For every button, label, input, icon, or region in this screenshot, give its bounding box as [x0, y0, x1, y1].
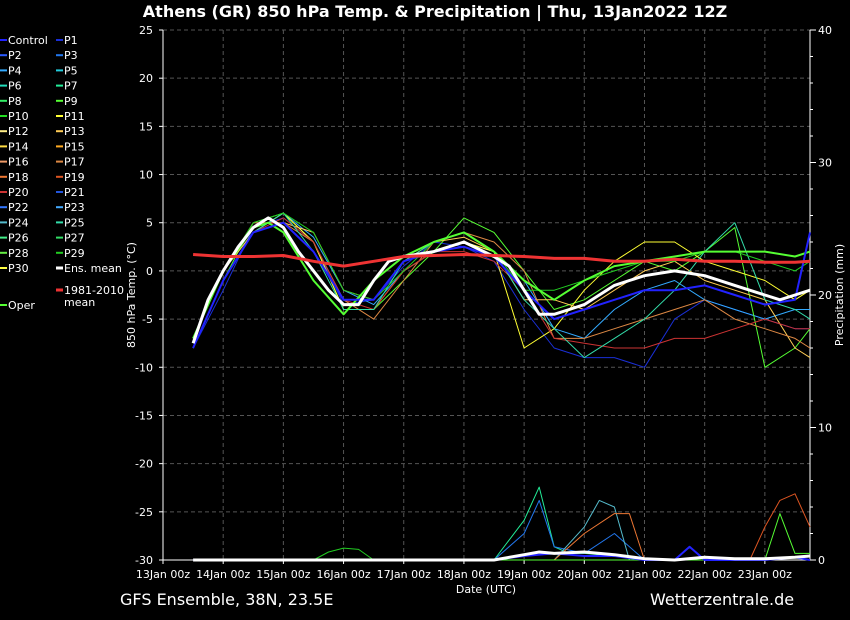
- legend-label: P1: [64, 34, 78, 47]
- legend-label: Control: [8, 34, 48, 47]
- legend-label: P7: [64, 80, 78, 93]
- y-tick-label: -15: [135, 409, 153, 422]
- legend-label: P5: [64, 64, 78, 77]
- legend-label: P24: [8, 216, 29, 229]
- y-tick-label: 0: [146, 265, 153, 278]
- legend-label: P12: [8, 125, 29, 138]
- legend-label: P28: [8, 247, 29, 260]
- y-tick-label: 20: [139, 72, 153, 85]
- x-tick-label: 23Jan 00z: [738, 568, 792, 581]
- temp-series: [191, 212, 811, 368]
- legend-label: P6: [8, 80, 22, 93]
- legend-label: P23: [64, 201, 85, 214]
- y-tick-label: 5: [146, 217, 153, 230]
- x-tick-label: 13Jan 00z: [136, 568, 190, 581]
- y-tick-label: 15: [139, 120, 153, 133]
- legend-label: P22: [8, 201, 29, 214]
- temp-line-p25: [192, 212, 811, 359]
- y2-tick-label: 10: [818, 422, 832, 435]
- model-label: GFS Ensemble, 38N, 23.5E: [120, 590, 333, 609]
- y2-tick-label: 40: [818, 24, 832, 37]
- legend-label: P29: [64, 247, 85, 260]
- y-tick-label: 25: [139, 24, 153, 37]
- y-axis-label: 850 hPa Temp. (°C): [125, 242, 138, 348]
- y-tick-label: -10: [135, 361, 153, 374]
- legend-label: P20: [8, 186, 29, 199]
- temp-line-oper: [192, 221, 811, 339]
- y2-axis-label: Precipitation (mm): [833, 244, 846, 346]
- chart-title: Athens (GR) 850 hPa Temp. & Precipitatio…: [143, 2, 727, 22]
- legend-label: P25: [64, 216, 85, 229]
- y-tick-label: -5: [142, 313, 153, 326]
- x-axis-label: Date (UTC): [456, 583, 516, 596]
- x-tick-label: 21Jan 00z: [617, 568, 671, 581]
- legend-label: P13: [64, 125, 85, 138]
- x-tick-label: 15Jan 00z: [256, 568, 310, 581]
- precip-line-p3: [193, 499, 645, 561]
- y2-tick-label: 30: [818, 157, 832, 170]
- y-tick-label: -30: [135, 554, 153, 567]
- temp-line-1981-2010-mean: [193, 253, 811, 268]
- x-tick-label: 20Jan 00z: [557, 568, 611, 581]
- legend-label: P19: [64, 171, 85, 184]
- y2-tick-label: 0: [818, 554, 825, 567]
- legend-label: P11: [64, 110, 85, 123]
- y-tick-label: -25: [135, 506, 153, 519]
- legend-label: P10: [8, 110, 29, 123]
- legend-label: P2: [8, 49, 22, 62]
- x-tick-label: 18Jan 00z: [437, 568, 491, 581]
- x-tick-label: 22Jan 00z: [678, 568, 732, 581]
- legend-label: P26: [8, 232, 29, 245]
- source-label: Wetterzentrale.de: [650, 590, 794, 609]
- legend-label: Oper: [8, 299, 35, 312]
- x-tick-label: 16Jan 00z: [316, 568, 370, 581]
- legend-label: P21: [64, 186, 85, 199]
- legend-label-climo: 1981-2010: [64, 284, 124, 297]
- legend-label: P15: [64, 140, 85, 153]
- x-tick-label: 17Jan 00z: [377, 568, 431, 581]
- temp-line-control: [192, 221, 811, 349]
- precip-line-ens-mean: [193, 550, 811, 562]
- legend: Control P1 P2 P3 P4 P5 P6 P7 P8 P9 P10 P11 P12 P13 P14…: [0, 34, 124, 312]
- legend-label: P30: [8, 262, 29, 275]
- x-tick-label: 19Jan 00z: [497, 568, 551, 581]
- legend-label: P27: [64, 232, 85, 245]
- legend-label: P8: [8, 95, 22, 108]
- y2-tick-label: 20: [818, 289, 832, 302]
- legend-label: P14: [8, 140, 29, 153]
- y-tick-label: -20: [135, 458, 153, 471]
- legend-label-climo-2: mean: [64, 296, 95, 309]
- x-tick-label: 14Jan 00z: [196, 568, 250, 581]
- legend-label: P9: [64, 95, 78, 108]
- legend-label: P17: [64, 156, 85, 169]
- y-tick-label: 10: [139, 169, 153, 182]
- legend-label: P4: [8, 64, 22, 77]
- precip-line-p9: [193, 513, 810, 561]
- precip-series: [193, 486, 811, 562]
- legend-label: P3: [64, 49, 78, 62]
- legend-label: Ens. mean: [64, 262, 122, 275]
- grid: [162, 29, 810, 561]
- legend-label: P18: [8, 171, 29, 184]
- legend-label: P16: [8, 156, 29, 169]
